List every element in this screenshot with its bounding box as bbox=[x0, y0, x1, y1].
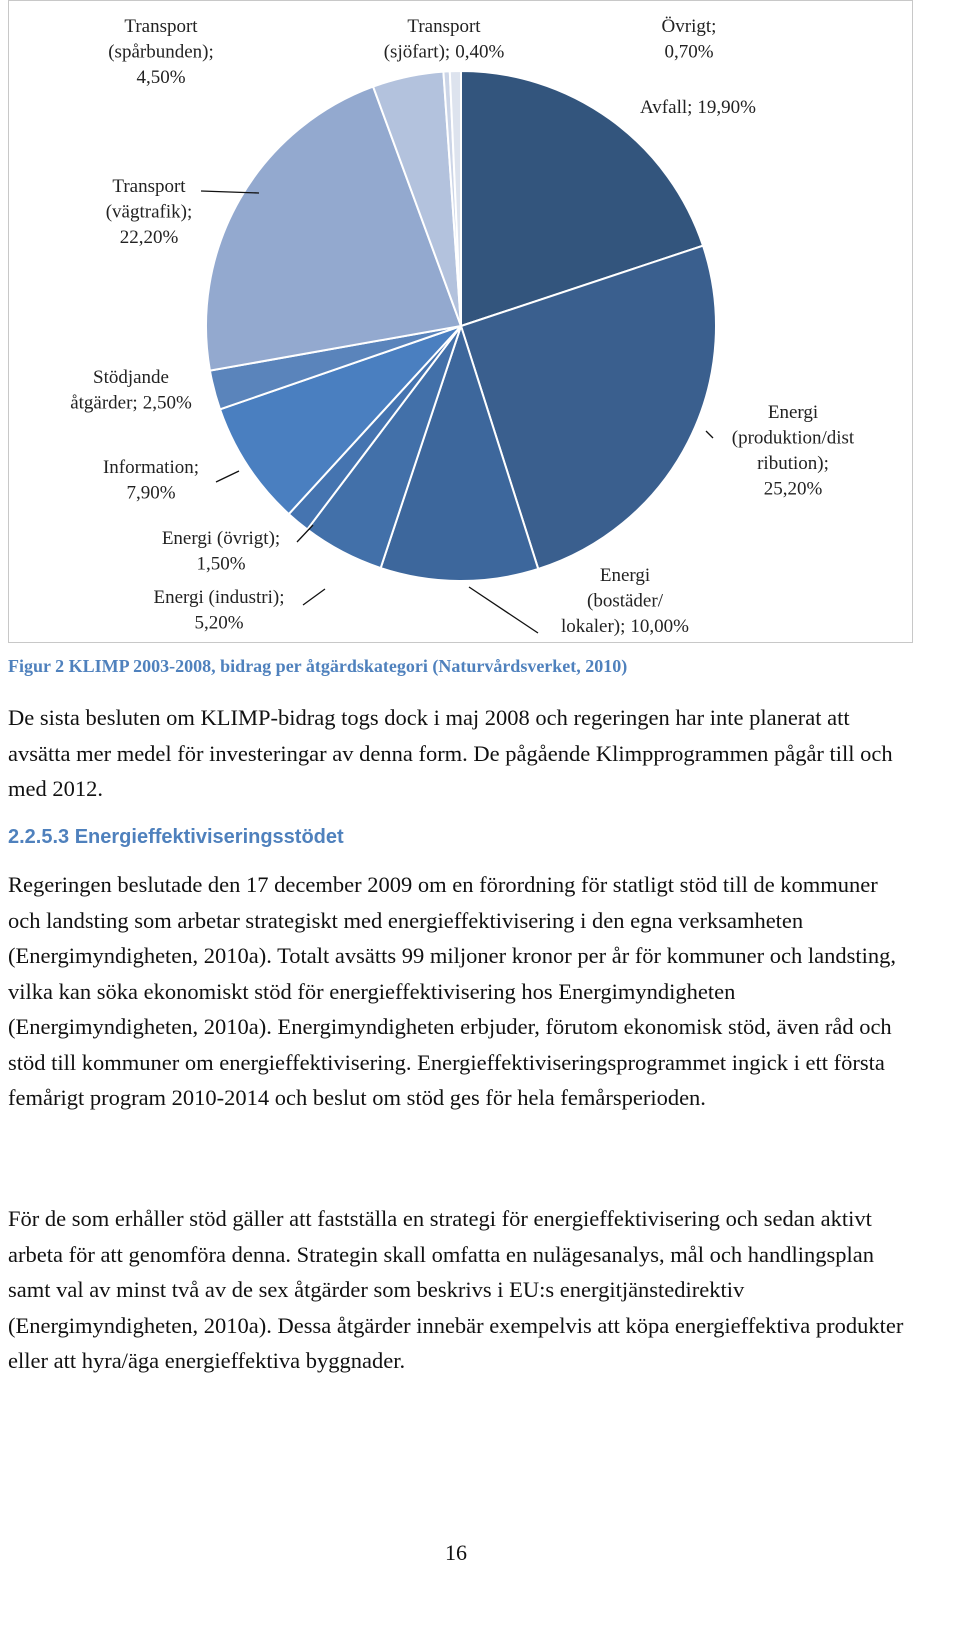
label-line: lokaler); bbox=[561, 616, 625, 637]
slice-value-label: 10,00% bbox=[630, 616, 689, 637]
pie-slice bbox=[218, 325, 462, 516]
pie-slice bbox=[448, 69, 462, 327]
label-line: (bostäder/ bbox=[587, 591, 664, 612]
slice-category: Energi (produktion/dist ribution); bbox=[732, 402, 855, 474]
slice-category: Transport (sjöfart); bbox=[384, 16, 482, 63]
label-line: Transport bbox=[124, 16, 198, 37]
leader-line bbox=[468, 586, 539, 634]
leader-line bbox=[302, 588, 326, 606]
label-line: (spårbunden); bbox=[108, 42, 214, 63]
label-line: Stödjande bbox=[93, 367, 169, 388]
slice-value-label: 19,90% bbox=[697, 97, 756, 118]
slice-value-label: 0,40% bbox=[455, 42, 504, 63]
section-heading: 2.2.5.3 Energieffektiviseringsstödet bbox=[8, 826, 344, 848]
slice-label: Energi (industri); 5,20% bbox=[153, 587, 284, 634]
label-line: Information; bbox=[103, 457, 199, 478]
pie-slice bbox=[460, 69, 705, 328]
slice-value-label: 5,20% bbox=[194, 613, 243, 634]
label-line: (sjöfart); bbox=[384, 42, 450, 63]
label-line: Energi (övrigt); bbox=[162, 528, 280, 549]
page-number: 16 bbox=[445, 1540, 467, 1565]
pie-slice bbox=[459, 244, 717, 571]
slice-label: Energi (bostäder/lokaler); 10,00% bbox=[561, 565, 689, 637]
slice-label: Stödjande åtgärder; 2,50% bbox=[70, 367, 192, 414]
label-line: åtgärder; bbox=[70, 393, 138, 414]
pie-slice bbox=[205, 85, 463, 372]
slice-value-label: 4,50% bbox=[136, 67, 185, 88]
slice-category: Information; bbox=[103, 457, 199, 478]
slice-category: Energi (bostäder/lokaler); bbox=[561, 565, 664, 637]
slice-label: Transport (sjöfart); 0,40% bbox=[384, 16, 505, 63]
slice-category: Transport (spårbunden); bbox=[108, 16, 214, 63]
slice-label: Övrigt; 0,70% bbox=[662, 16, 717, 63]
slice-category: Energi (övrigt); bbox=[162, 528, 280, 549]
slice-label: Avfall; 19,90% bbox=[640, 97, 756, 118]
label-line: Transport bbox=[112, 176, 186, 197]
slice-category: Transport (vägtrafik); bbox=[106, 176, 193, 223]
label-line: (vägtrafik); bbox=[106, 202, 193, 223]
slice-value-label: 25,20% bbox=[764, 479, 823, 500]
slice-value-label: 2,50% bbox=[143, 393, 192, 414]
pie-slice bbox=[379, 322, 540, 582]
slice-category: Energi (industri); bbox=[153, 587, 284, 608]
slice-label: Transport (vägtrafik); 22,20% bbox=[106, 176, 193, 248]
label-line: Energi bbox=[768, 402, 818, 423]
slice-label: Energi (produktion/dist ribution); 25,20% bbox=[732, 402, 855, 500]
figure-caption: Figur 2 KLIMP 2003-2008, bidrag per åtgä… bbox=[8, 656, 628, 676]
slice-category: Övrigt; bbox=[662, 16, 717, 37]
leader-line bbox=[296, 524, 314, 543]
slice-label: Transport (spårbunden); 4,50% bbox=[108, 16, 214, 88]
leader-line bbox=[200, 190, 260, 194]
slice-value-label: 7,90% bbox=[126, 483, 175, 504]
label-line: Energi (industri); bbox=[153, 587, 284, 608]
label-line: (produktion/dist bbox=[732, 428, 855, 449]
leader-line bbox=[705, 430, 714, 439]
label-line: Avfall; bbox=[640, 97, 692, 118]
label-line: ribution); bbox=[757, 453, 829, 474]
leader-line bbox=[215, 470, 240, 483]
chart-frame: Avfall; 19,90% Energi (produktion/dist ribut… bbox=[8, 0, 913, 643]
label-line: Energi bbox=[600, 565, 650, 586]
pie-chart: Avfall; 19,90% Energi (produktion/dist ribut… bbox=[70, 16, 855, 637]
slice-label: Information; 7,90% bbox=[103, 457, 199, 504]
label-line: Övrigt; bbox=[662, 16, 717, 37]
slice-category: Stödjande åtgärder; bbox=[70, 367, 169, 414]
paragraph: För de som erhåller stöd gäller att fast… bbox=[8, 1206, 904, 1373]
slice-label: Energi (övrigt); 1,50% bbox=[162, 528, 280, 575]
slice-value-label: 1,50% bbox=[196, 554, 245, 575]
paragraph: Regeringen beslutade den 17 december 200… bbox=[8, 872, 897, 1110]
paragraph: De sista besluten om KLIMP-bidrag togs d… bbox=[8, 705, 893, 801]
label-line: Transport bbox=[407, 16, 481, 37]
slice-value-label: 22,20% bbox=[120, 227, 179, 248]
slice-category: Avfall; bbox=[640, 97, 692, 118]
slice-value-label: 0,70% bbox=[664, 42, 713, 63]
